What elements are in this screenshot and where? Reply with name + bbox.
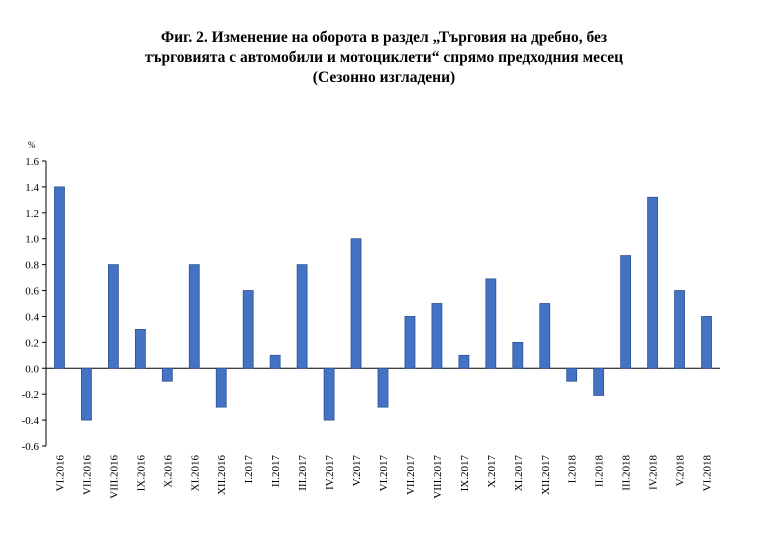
bar: [161, 367, 173, 382]
bar: [701, 316, 712, 369]
x-tick-label: VII.2017: [405, 455, 417, 496]
bar: [54, 186, 65, 369]
x-tick-label: III.2017: [297, 455, 309, 491]
x-tick-label: III.2018: [621, 455, 633, 491]
x-tick-label: II.2018: [594, 455, 606, 488]
x-tick-label: V.2018: [675, 455, 687, 487]
bar: [323, 367, 335, 421]
bar: [512, 341, 524, 369]
bar: [620, 255, 632, 369]
y-tick-label: -0.6: [22, 441, 40, 453]
bar: [215, 367, 227, 408]
x-tick-label: X.2017: [486, 455, 498, 488]
bar: [350, 238, 362, 369]
x-tick-label: X.2016: [162, 455, 174, 488]
x-tick-label: I.2018: [567, 455, 579, 484]
x-tick-label: XI.2017: [513, 455, 525, 492]
bar: [566, 367, 578, 382]
y-tick-label: -0.2: [22, 389, 39, 401]
bar: [593, 367, 605, 396]
y-tick-label: 0.0: [25, 363, 39, 375]
y-tick-label: 0.2: [25, 337, 39, 349]
bar: [485, 278, 497, 369]
x-tick-label: V.2017: [351, 455, 363, 487]
x-tick-label: IX.2017: [459, 455, 471, 492]
x-tick-label: IV.2017: [324, 455, 336, 490]
bar: [269, 354, 281, 369]
bar: [81, 367, 92, 421]
bar: [458, 354, 470, 369]
bar: [242, 290, 254, 369]
chart-title: Фиг. 2. Изменение на оборота в раздел „Т…: [0, 28, 768, 88]
x-tick-label: VIII.2017: [432, 455, 444, 499]
y-axis: 1.6 1.4 1.2 1.0 0.8 0.6 0.4 0.2 0.0 -0.2 -0.4 -0.6: [22, 156, 720, 453]
bar: [539, 303, 551, 369]
chart-title-line-3: (Сезонно изгладени): [312, 69, 456, 86]
bar-series: [54, 186, 712, 421]
bar: [404, 316, 416, 369]
x-tick-label: VIII.2016: [108, 455, 120, 499]
y-tick-label: 0.8: [25, 260, 39, 272]
y-tick-label: 1.4: [25, 182, 39, 194]
y-tick-label: 1.6: [25, 156, 39, 168]
x-tick-label: II.2017: [270, 455, 282, 488]
bar: [134, 329, 146, 369]
x-tick-label: XII.2017: [540, 455, 552, 496]
x-tick-label: XII.2016: [216, 455, 228, 496]
y-tick-label: 1.2: [25, 208, 39, 220]
bar: [188, 264, 200, 369]
bar: [296, 264, 308, 369]
y-tick-label: 0.4: [25, 311, 39, 323]
bar: [377, 367, 389, 408]
bar: [674, 290, 685, 369]
x-tick-label: VI.2018: [702, 455, 714, 492]
chart-title-line-2: търговията с автомобили и мотоциклети“ с…: [144, 49, 624, 66]
x-tick-label: VI.2017: [378, 455, 390, 492]
y-tick-label: 0.6: [25, 286, 39, 298]
x-tick-label: IV.2018: [648, 455, 660, 490]
chart-title-line-1: Фиг. 2. Изменение на оборота в раздел „Т…: [160, 29, 608, 46]
y-tick-label: -0.4: [22, 415, 40, 427]
bar: [108, 264, 119, 369]
x-tick-label: IX.2016: [135, 455, 147, 492]
y-tick-label: 1.0: [25, 234, 39, 246]
x-tick-label: VII.2016: [81, 455, 93, 496]
y-axis-unit-label: %: [28, 140, 36, 150]
x-tick-label: I.2017: [243, 455, 255, 484]
x-tick-label: XI.2016: [189, 455, 201, 492]
x-axis: VI.2016 VII.2016 VIII.2016 IX.2016 X.2016 XI.…: [54, 455, 713, 499]
bar: [431, 303, 443, 369]
x-tick-label: VI.2016: [54, 455, 66, 492]
bar: [647, 196, 658, 369]
